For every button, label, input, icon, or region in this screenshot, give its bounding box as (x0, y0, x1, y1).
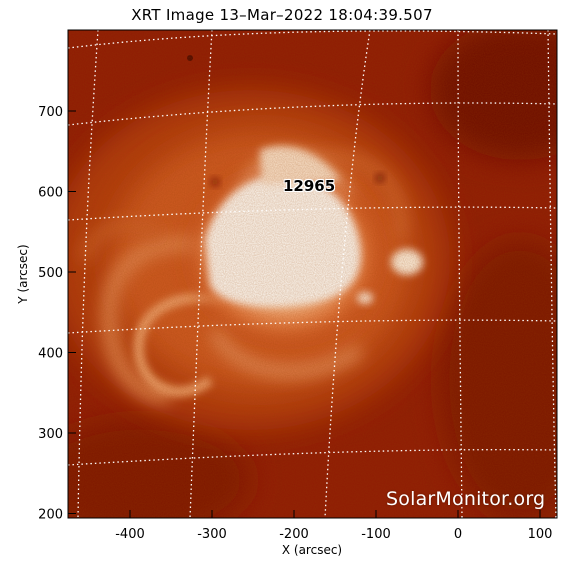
x-tick-label: 0 (454, 527, 462, 542)
coordinate-grid (68, 30, 557, 518)
y-tick-label: 700 (38, 105, 63, 120)
active-region-label: 12965 (283, 177, 336, 195)
x-axis: -400 -300 -200 -100 0 100 (115, 510, 552, 542)
y-tick-label: 600 (38, 186, 63, 201)
y-tick-label: 300 (38, 427, 63, 442)
y-tick-label: 400 (38, 347, 63, 362)
y-tick-label: 500 (38, 266, 63, 281)
x-axis-title: X (arcsec) (282, 543, 342, 557)
image-title: XRT Image 13–Mar–2022 18:04:39.507 (131, 6, 433, 24)
x-tick-label: -400 (115, 527, 145, 542)
x-tick-label: -100 (361, 527, 391, 542)
y-axis: 200 300 400 500 600 700 (38, 105, 76, 523)
solarmonitor-watermark: SolarMonitor.org (386, 488, 546, 510)
solar-disk-image (68, 30, 557, 518)
plot-frame (67, 29, 558, 519)
x-tick-label: -300 (197, 527, 227, 542)
y-tick-label: 200 (38, 508, 63, 523)
y-axis-title: Y (arcsec) (16, 244, 30, 304)
x-tick-label: 100 (528, 527, 553, 542)
x-tick-label: -200 (279, 527, 309, 542)
